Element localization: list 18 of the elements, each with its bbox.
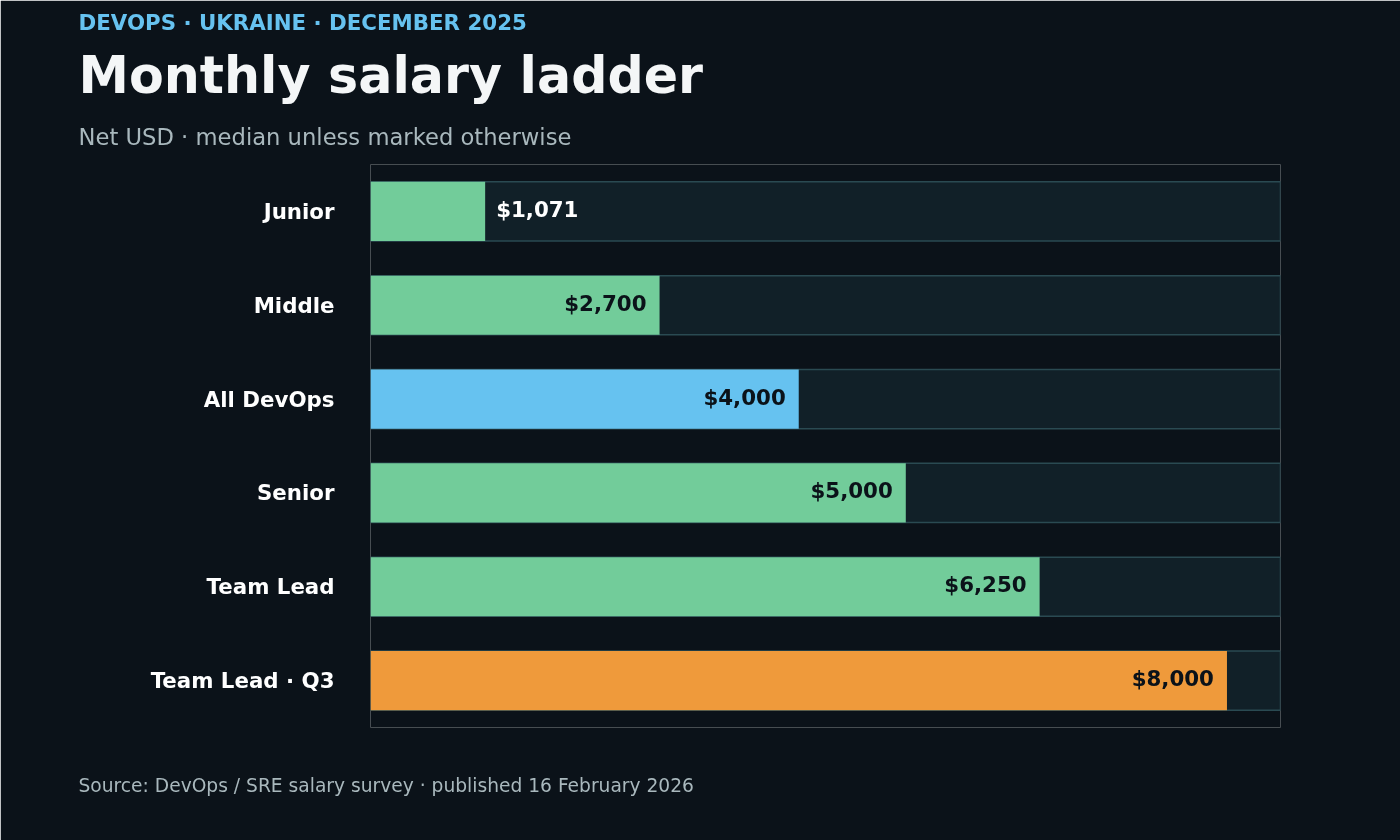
source-note: Source: DevOps / SRE salary survey · published 16 February 2026	[78, 774, 694, 796]
y-tick-label: Senior	[257, 480, 335, 506]
bar	[370, 275, 660, 335]
chart-subtitle: Net USD · median unless marked otherwise	[78, 123, 572, 150]
y-tick-label: Team Lead · Q3	[150, 668, 335, 694]
y-tick-label: Middle	[253, 292, 335, 318]
y-tick-label: All DevOps	[203, 386, 335, 412]
data-label: $6,250	[944, 572, 1027, 598]
y-tick-label: Junior	[261, 198, 335, 224]
chart-title: Monthly salary ladder	[78, 45, 704, 105]
y-tick-label: Team Lead	[206, 574, 335, 600]
data-label: $4,000	[703, 384, 786, 410]
bar	[370, 181, 486, 241]
data-label: $2,700	[564, 290, 647, 316]
data-label: $1,071	[496, 196, 579, 222]
data-label: $8,000	[1131, 666, 1214, 692]
text: DEVOPS · UKRAINE · DECEMBER 2025	[78, 9, 527, 35]
data-label: $5,000	[810, 478, 893, 504]
